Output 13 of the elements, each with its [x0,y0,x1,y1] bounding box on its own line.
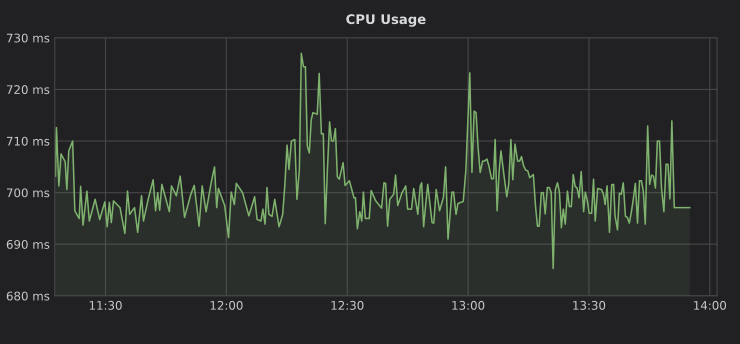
y-tick-label: 680 ms [6,292,50,300]
y-tick-label: 720 ms [6,85,50,94]
y-tick-label: 730 ms [6,34,50,42]
y-tick-label: 690 ms [6,240,50,249]
chart-title: CPU Usage [346,14,426,27]
x-tick-label: 11:30 [90,300,122,310]
x-tick-label: 12:00 [210,300,243,310]
x-tick-label: 13:00 [452,300,484,310]
y-tick-label: 710 ms [6,136,50,146]
y-tick-label: 700 ms [6,188,50,198]
x-tick-label: 12:30 [332,300,364,310]
x-tick-label: 13:30 [573,300,606,310]
x-tick-label: 14:00 [694,300,726,310]
